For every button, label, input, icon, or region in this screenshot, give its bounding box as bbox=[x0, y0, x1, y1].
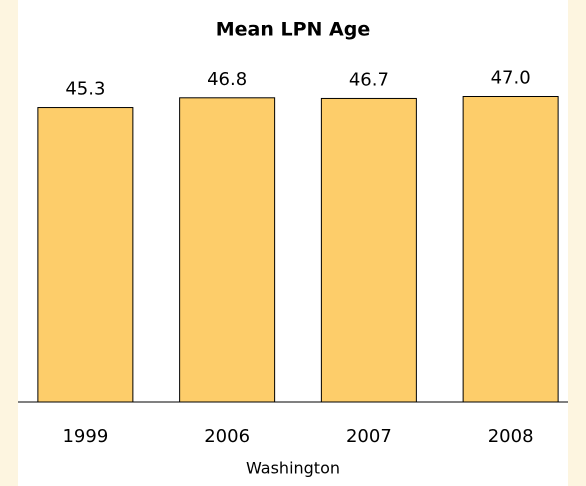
x-tick-label: 2008 bbox=[488, 426, 534, 447]
bar bbox=[320, 97, 417, 403]
value-label: 46.7 bbox=[349, 69, 389, 90]
value-label: 47.0 bbox=[491, 68, 531, 89]
bar bbox=[462, 96, 559, 403]
x-tick-label: 2006 bbox=[204, 426, 250, 447]
x-axis-label: Washington bbox=[246, 459, 340, 478]
value-label: 46.8 bbox=[207, 69, 247, 90]
chart-title: Mean LPN Age bbox=[216, 19, 371, 41]
bar bbox=[179, 97, 276, 403]
value-label: 45.3 bbox=[65, 79, 105, 100]
x-tick-label: 1999 bbox=[62, 426, 108, 447]
x-tick-label: 2007 bbox=[346, 426, 392, 447]
bar bbox=[37, 107, 134, 403]
